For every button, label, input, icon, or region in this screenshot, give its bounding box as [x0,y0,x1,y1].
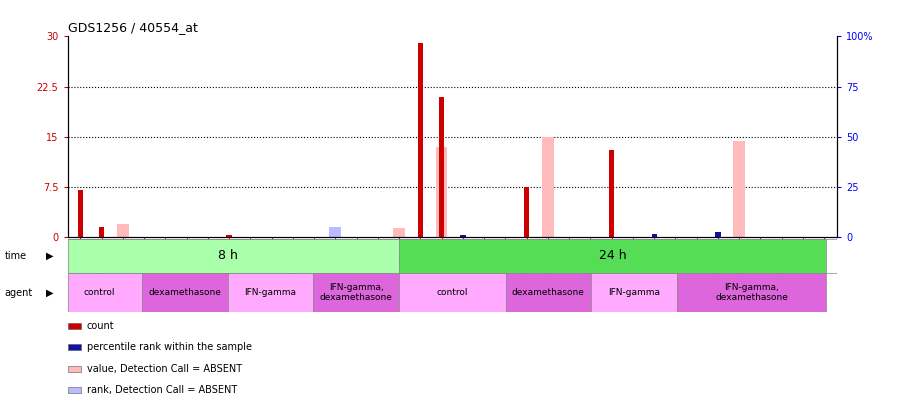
Bar [68,387,81,393]
Bar [329,227,341,237]
Text: control: control [436,288,468,297]
Bar [542,137,554,237]
Bar [418,43,423,237]
Bar [609,150,615,237]
Text: 24 h: 24 h [598,249,626,262]
Bar [313,273,399,312]
Bar [399,239,826,273]
Text: IFN-gamma,
dexamethasone: IFN-gamma, dexamethasone [716,283,788,302]
Bar [460,235,465,237]
Bar [439,97,445,237]
Text: GDS1256 / 40554_at: GDS1256 / 40554_at [68,21,197,34]
Bar [609,223,615,237]
Bar [677,273,826,312]
Bar [142,273,228,312]
Text: control: control [84,288,115,297]
Bar [77,190,83,237]
Bar [393,228,405,237]
Bar [716,232,721,237]
Text: percentile rank within the sample: percentile rank within the sample [86,342,252,352]
Text: rank, Detection Call = ABSENT: rank, Detection Call = ABSENT [86,385,237,395]
Text: ▶: ▶ [46,288,53,298]
Bar [68,344,81,350]
Bar [68,323,81,329]
Bar [439,219,445,237]
Bar [436,147,447,237]
Text: count: count [86,321,114,331]
Text: ▶: ▶ [46,251,53,261]
Bar [524,232,529,237]
Text: IFN-gamma: IFN-gamma [245,288,297,297]
Bar [68,239,837,273]
Bar [506,273,591,312]
Text: time: time [4,251,27,261]
Bar [734,185,745,237]
Bar [591,273,677,312]
Bar [227,235,231,237]
Bar [117,224,129,237]
Text: dexamethasone: dexamethasone [148,288,221,297]
Bar [399,273,506,312]
Text: dexamethasone: dexamethasone [512,288,585,297]
Bar [99,232,104,237]
Bar [57,239,399,273]
Text: value, Detection Call = ABSENT: value, Detection Call = ABSENT [86,364,242,374]
Text: IFN-gamma: IFN-gamma [608,288,660,297]
Text: agent: agent [4,288,32,298]
Bar [524,187,529,237]
Bar [77,228,83,237]
Bar [734,141,745,237]
Bar [652,234,657,237]
Bar [99,227,104,237]
Text: 8 h: 8 h [218,249,238,262]
Bar [68,273,837,312]
Bar [57,273,142,312]
Text: IFN-gamma,
dexamethasone: IFN-gamma, dexamethasone [320,283,392,302]
Bar [542,181,554,237]
Bar [418,216,423,237]
Bar [68,366,81,372]
Bar [228,273,313,312]
